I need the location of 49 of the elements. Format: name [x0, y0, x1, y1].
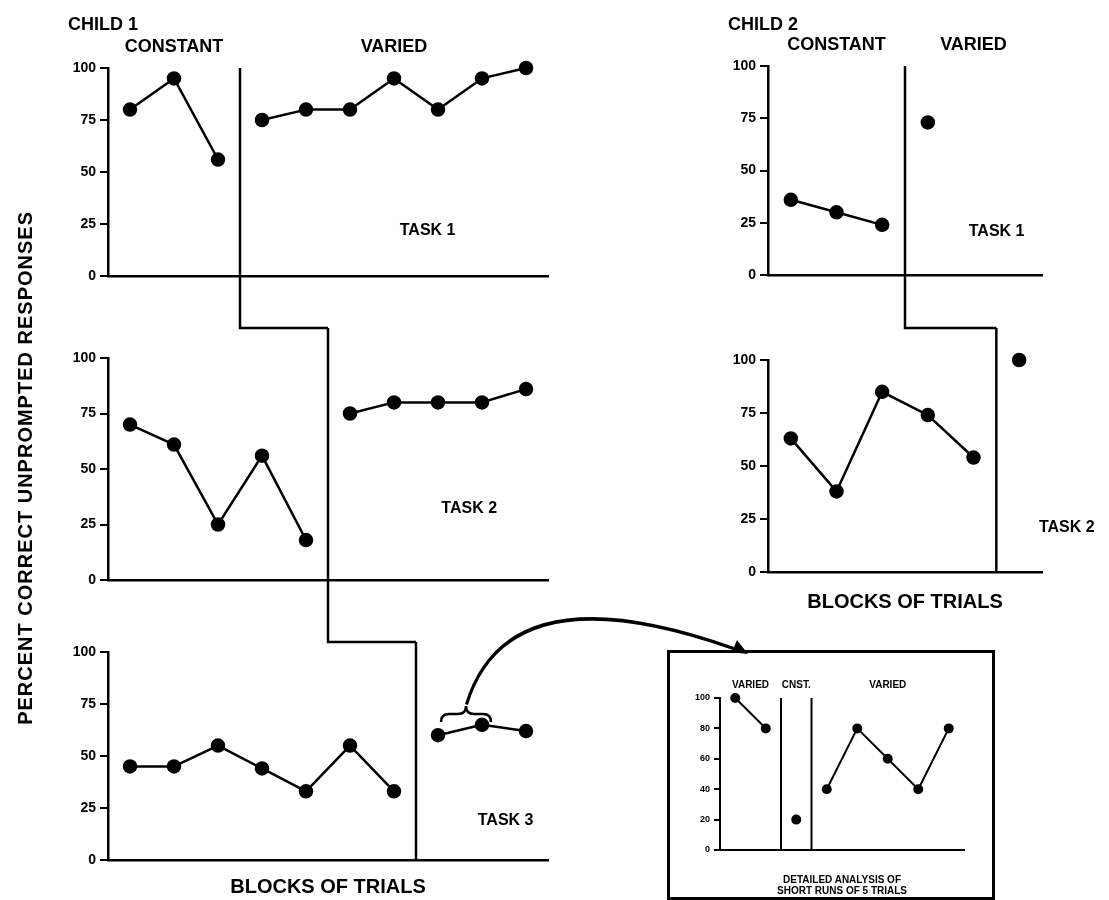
y-tick-label: 25	[740, 509, 757, 526]
y-tick-label: 0	[88, 570, 97, 587]
y-tick-label: 100	[694, 692, 710, 703]
y-tick-label: 100	[732, 350, 757, 367]
y-tick-label: 25	[80, 214, 97, 231]
annotation: TASK 2	[441, 499, 498, 517]
y-tick-label: 25	[740, 213, 757, 230]
y-tick-label: 0	[748, 562, 757, 579]
x-axis-title: BLOCKS OF TRIALS	[807, 589, 1003, 612]
y-tick-label: 75	[740, 403, 757, 420]
y-tick-label: 50	[740, 161, 757, 178]
text: CNST.	[781, 678, 811, 690]
annotation: TASK 1	[399, 220, 456, 238]
y-tick-label: 50	[80, 746, 97, 763]
annotation: TASK 2	[1038, 517, 1095, 535]
chart-title: CHILD 1	[68, 13, 139, 34]
text: VARIED	[731, 678, 770, 690]
annotation: TASK 1	[968, 221, 1025, 239]
text: VARIED	[360, 35, 428, 56]
y-tick-label: 100	[72, 58, 97, 75]
x-axis-title: BLOCKS OF TRIALS	[230, 874, 426, 897]
y-tick-label: 75	[740, 109, 757, 126]
y-tick-label: 60	[699, 753, 710, 764]
y-tick-label: 50	[80, 162, 97, 179]
y-axis-title: PERCENT CORRECT UNPROMPTED RESPONSES	[13, 211, 37, 725]
y-tick-label: 75	[80, 404, 97, 421]
y-tick-label: 100	[72, 348, 97, 365]
text: CONSTANT	[124, 35, 224, 56]
text: VARIED	[869, 678, 907, 690]
y-tick-label: 75	[80, 110, 97, 127]
x-axis-title: DETAILED ANALYSIS OF SHORT RUNS OF 5 TRIALS	[776, 874, 908, 897]
y-tick-label: 40	[699, 783, 710, 794]
y-tick-label: 100	[732, 56, 757, 73]
y-tick-label: 100	[72, 642, 97, 659]
annotation: TASK 3	[477, 810, 534, 828]
y-tick-label: 75	[80, 694, 97, 711]
y-tick-label: 20	[699, 814, 710, 825]
y-tick-label: 50	[80, 459, 97, 476]
text: VARIED	[940, 33, 1007, 54]
y-tick-label: 50	[740, 456, 757, 473]
text: CONSTANT	[787, 33, 886, 54]
y-tick-label: 80	[699, 722, 710, 733]
y-tick-label: 0	[748, 265, 757, 282]
y-tick-label: 25	[80, 515, 97, 532]
y-tick-label: 0	[88, 850, 97, 867]
chart-title: CHILD 2	[728, 13, 799, 34]
y-tick-label: 25	[80, 798, 97, 815]
y-tick-label: 0	[88, 266, 97, 283]
y-tick-label: 0	[704, 844, 710, 855]
